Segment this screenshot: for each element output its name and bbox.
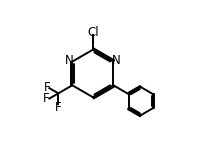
Text: N: N (65, 54, 74, 67)
Text: F: F (55, 101, 62, 114)
Text: Cl: Cl (87, 26, 99, 39)
Text: F: F (43, 92, 50, 105)
Text: F: F (44, 81, 51, 94)
Text: N: N (112, 54, 121, 67)
